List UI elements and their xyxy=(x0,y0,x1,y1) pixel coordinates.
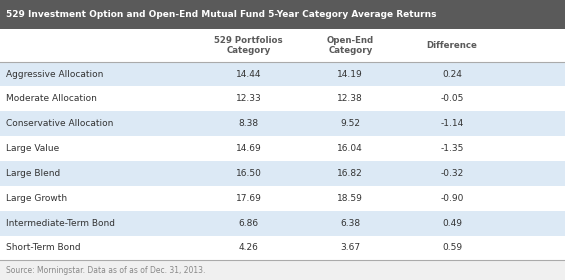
Text: -0.32: -0.32 xyxy=(440,169,464,178)
Text: 18.59: 18.59 xyxy=(337,194,363,203)
FancyBboxPatch shape xyxy=(0,136,565,161)
Text: Short-Term Bond: Short-Term Bond xyxy=(6,244,80,253)
Text: Moderate Allocation: Moderate Allocation xyxy=(6,94,97,103)
Text: 529 Investment Option and Open-End Mutual Fund 5-Year Category Average Returns: 529 Investment Option and Open-End Mutua… xyxy=(6,10,436,19)
Text: 6.38: 6.38 xyxy=(340,219,360,228)
Text: Large Growth: Large Growth xyxy=(6,194,67,203)
FancyBboxPatch shape xyxy=(0,186,565,211)
Text: 0.49: 0.49 xyxy=(442,219,462,228)
FancyBboxPatch shape xyxy=(0,62,565,87)
Text: Large Blend: Large Blend xyxy=(6,169,60,178)
FancyBboxPatch shape xyxy=(0,211,565,235)
Text: Conservative Allocation: Conservative Allocation xyxy=(6,119,113,128)
Text: Difference: Difference xyxy=(427,41,477,50)
Text: 8.38: 8.38 xyxy=(238,119,259,128)
Text: -0.05: -0.05 xyxy=(440,94,464,103)
Text: Large Value: Large Value xyxy=(6,144,59,153)
FancyBboxPatch shape xyxy=(0,87,565,111)
Text: Intermediate-Term Bond: Intermediate-Term Bond xyxy=(6,219,115,228)
Text: -1.35: -1.35 xyxy=(440,144,464,153)
Text: Source: Morningstar. Data as of as of Dec. 31, 2013.: Source: Morningstar. Data as of as of De… xyxy=(6,266,205,275)
Text: 4.26: 4.26 xyxy=(238,244,259,253)
Text: 14.19: 14.19 xyxy=(337,69,363,78)
FancyBboxPatch shape xyxy=(0,29,565,62)
Text: -0.90: -0.90 xyxy=(440,194,464,203)
Text: 14.69: 14.69 xyxy=(236,144,262,153)
Text: 6.86: 6.86 xyxy=(238,219,259,228)
Text: 16.04: 16.04 xyxy=(337,144,363,153)
Text: -1.14: -1.14 xyxy=(440,119,464,128)
FancyBboxPatch shape xyxy=(0,111,565,136)
Text: 0.59: 0.59 xyxy=(442,244,462,253)
FancyBboxPatch shape xyxy=(0,161,565,186)
Text: 17.69: 17.69 xyxy=(236,194,262,203)
Text: 3.67: 3.67 xyxy=(340,244,360,253)
Text: 16.82: 16.82 xyxy=(337,169,363,178)
FancyBboxPatch shape xyxy=(0,235,565,260)
Text: 14.44: 14.44 xyxy=(236,69,262,78)
Text: 16.50: 16.50 xyxy=(236,169,262,178)
Text: 0.24: 0.24 xyxy=(442,69,462,78)
Text: 9.52: 9.52 xyxy=(340,119,360,128)
Text: 529 Portfolios
Category: 529 Portfolios Category xyxy=(214,36,283,55)
FancyBboxPatch shape xyxy=(0,0,565,29)
Text: Aggressive Allocation: Aggressive Allocation xyxy=(6,69,103,78)
Text: Open-End
Category: Open-End Category xyxy=(327,36,374,55)
Text: 12.38: 12.38 xyxy=(337,94,363,103)
Text: 12.33: 12.33 xyxy=(236,94,262,103)
